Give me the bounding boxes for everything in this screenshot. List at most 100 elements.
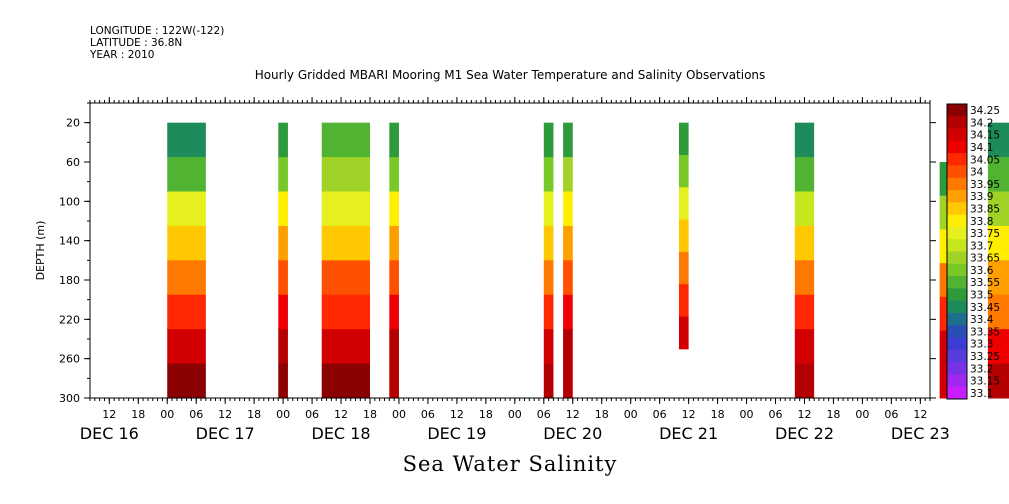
- colorbar-label: 34.25: [970, 105, 1000, 117]
- x-day-label: DEC 22: [775, 424, 834, 443]
- y-tick-label: 300: [59, 392, 80, 405]
- data-cell: [167, 122, 206, 158]
- x-tick-label: 12: [450, 408, 464, 421]
- data-cell: [278, 157, 288, 192]
- x-tick-label: 18: [131, 408, 145, 421]
- x-day-label: DEC 21: [659, 424, 718, 443]
- colorbar-swatch: [947, 251, 967, 265]
- data-cell: [563, 225, 573, 261]
- colorbar-label: 33.3: [970, 339, 993, 351]
- data-cell: [321, 122, 370, 158]
- data-cell: [987, 191, 1009, 227]
- data-cell: [321, 157, 370, 192]
- colorbar-swatch: [947, 337, 967, 351]
- data-cell: [167, 363, 206, 399]
- data-cell: [563, 157, 573, 192]
- x-tick-label: 18: [595, 408, 609, 421]
- colorbar-label: 33.9: [970, 191, 993, 203]
- colorbar-swatch: [947, 116, 967, 129]
- data-cell: [794, 363, 815, 399]
- colorbar-label: 33.35: [970, 326, 1000, 338]
- colorbar-label: 33.15: [970, 376, 1000, 388]
- colorbar-swatch: [947, 263, 967, 277]
- data-cell: [987, 329, 1009, 365]
- data-cell: [167, 191, 206, 227]
- data-cell: [794, 122, 815, 158]
- x-tick-label: 12: [797, 408, 811, 421]
- colorbar-swatch: [947, 153, 967, 166]
- data-cell: [167, 294, 206, 330]
- y-tick-label: 100: [59, 195, 80, 208]
- x-tick-label: 06: [769, 408, 783, 421]
- colorbar-swatch: [947, 312, 967, 326]
- data-cell: [543, 157, 554, 192]
- x-tick-label: 12: [566, 408, 580, 421]
- data-cell: [389, 329, 399, 365]
- data-cell: [563, 294, 573, 330]
- data-cell: [167, 225, 206, 261]
- data-cell: [543, 294, 554, 330]
- data-cell: [678, 154, 689, 188]
- colorbar: 34.2534.234.1534.134.053433.9533.933.853…: [946, 103, 1000, 400]
- colorbar-swatch: [947, 362, 967, 375]
- data-cell: [321, 294, 370, 330]
- data-cell: [167, 329, 206, 365]
- colorbar-label: 33.5: [970, 290, 993, 302]
- data-cell: [167, 157, 206, 192]
- x-day-label: DEC 23: [891, 424, 950, 443]
- data-cell: [543, 122, 554, 158]
- data-cell: [678, 122, 689, 156]
- colorbar-label: 34.05: [970, 154, 1000, 166]
- data-cell: [794, 225, 815, 261]
- x-tick-label: 18: [479, 408, 493, 421]
- data-columns: [167, 122, 1009, 399]
- y-tick-label: 140: [59, 235, 80, 248]
- data-cell: [563, 260, 573, 296]
- colorbar-swatch: [947, 288, 967, 301]
- x-tick-label: 00: [276, 408, 290, 421]
- data-cell: [678, 251, 689, 285]
- longitude-label: LONGITUDE : 122W(-122): [90, 25, 225, 37]
- colorbar-label: 33.65: [970, 253, 1000, 265]
- data-cell: [321, 363, 370, 399]
- x-day-label: DEC 19: [427, 424, 486, 443]
- x-tick-label: 18: [363, 408, 377, 421]
- colorbar-swatch: [947, 239, 967, 252]
- data-cell: [563, 329, 573, 365]
- x-day-label: DEC 17: [196, 424, 255, 443]
- year-label: YEAR : 2010: [90, 49, 155, 61]
- x-tick-label: 12: [682, 408, 696, 421]
- data-cell: [678, 284, 689, 318]
- x-tick-label: 00: [624, 408, 638, 421]
- colorbar-swatch: [947, 165, 967, 179]
- colorbar-swatch: [947, 128, 967, 142]
- data-cell: [563, 363, 573, 399]
- x-tick-label: 12: [218, 408, 232, 421]
- data-cell: [278, 122, 288, 158]
- data-cell: [543, 225, 554, 261]
- x-day-label: DEC 16: [80, 424, 139, 443]
- data-cell: [278, 191, 288, 227]
- data-cell: [794, 191, 815, 227]
- colorbar-label: 33.4: [970, 314, 994, 326]
- data-cell: [278, 260, 288, 296]
- data-cell: [543, 191, 554, 227]
- colorbar-label: 34.15: [970, 130, 1000, 142]
- data-cell: [321, 191, 370, 227]
- data-cell: [987, 225, 1009, 261]
- data-cell: [543, 329, 554, 365]
- data-cell: [389, 157, 399, 192]
- chart-caption: Sea Water Salinity: [402, 452, 618, 476]
- colorbar-swatch: [947, 226, 967, 240]
- data-cell: [389, 225, 399, 261]
- x-day-label: DEC 20: [543, 424, 602, 443]
- data-cell: [563, 122, 573, 158]
- colorbar-label: 33.55: [970, 277, 1000, 289]
- data-cell: [321, 225, 370, 261]
- y-tick-label: 180: [59, 274, 80, 287]
- x-tick-label: 06: [189, 408, 203, 421]
- data-cell: [321, 260, 370, 296]
- colorbar-label: 33.95: [970, 179, 1000, 191]
- colorbar-label: 33.7: [970, 240, 993, 252]
